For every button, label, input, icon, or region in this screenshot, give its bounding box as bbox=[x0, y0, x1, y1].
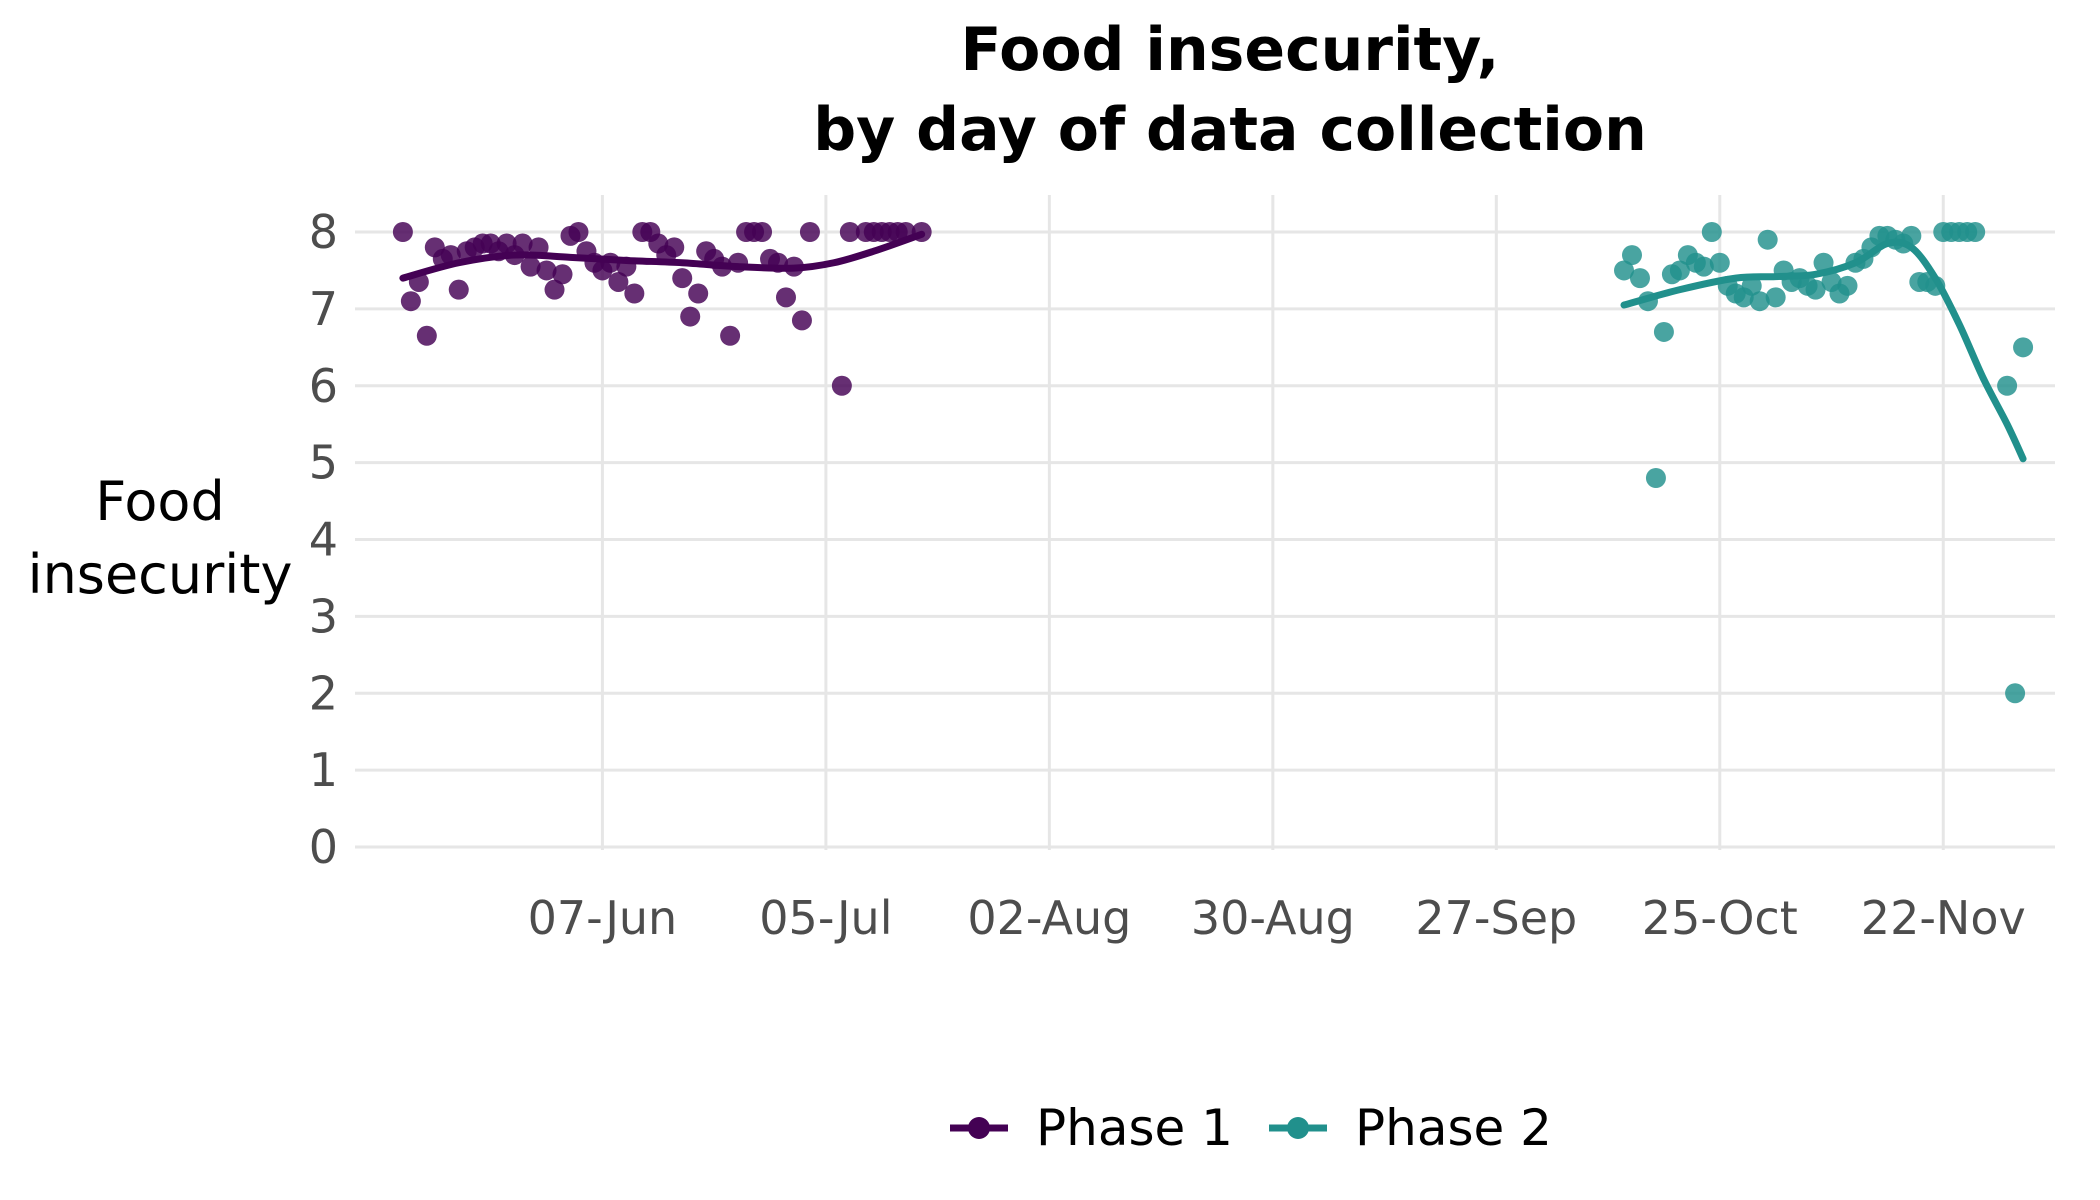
chart-title-line-1: Food insecurity, bbox=[961, 15, 1500, 85]
data-point bbox=[568, 222, 589, 242]
data-point bbox=[1765, 287, 1786, 308]
legend-label: Phase 1 bbox=[1036, 1099, 1233, 1157]
y-tick-label: 2 bbox=[309, 666, 338, 720]
data-point bbox=[664, 237, 685, 258]
y-axis-label-line-2: insecurity bbox=[28, 543, 293, 606]
data-point bbox=[831, 375, 852, 396]
data-point bbox=[1965, 222, 1986, 242]
data-point bbox=[1837, 275, 1858, 296]
x-tick-label: 07-Jun bbox=[528, 891, 678, 945]
data-point bbox=[1749, 291, 1770, 312]
data-point bbox=[416, 325, 437, 346]
series bbox=[392, 222, 2034, 704]
data-point bbox=[839, 222, 860, 242]
data-point bbox=[1813, 252, 1834, 273]
y-tick-label: 3 bbox=[309, 589, 338, 643]
data-point bbox=[688, 283, 709, 304]
y-tick-label: 1 bbox=[309, 743, 338, 797]
trend-line bbox=[1620, 238, 2027, 463]
data-point bbox=[512, 233, 533, 254]
data-point bbox=[1614, 260, 1635, 281]
y-axis-label-line-1: Food bbox=[95, 470, 225, 533]
series-1 bbox=[392, 222, 932, 396]
data-point bbox=[1621, 245, 1642, 266]
data-point bbox=[552, 264, 573, 285]
data-point bbox=[775, 287, 796, 308]
x-axis-ticks: 07-Jun 05-Jul 02-Aug 30-Aug 27-Sep 25-Oct 22-N… bbox=[528, 891, 2026, 945]
data-point bbox=[2013, 337, 2034, 358]
y-tick-label: 6 bbox=[309, 359, 338, 413]
legend-item-2: Phase 2 bbox=[1269, 1099, 1552, 1157]
data-point bbox=[608, 271, 629, 292]
legend-swatch-point bbox=[1287, 1117, 1309, 1139]
data-point bbox=[520, 256, 541, 277]
data-point bbox=[791, 310, 812, 331]
data-point bbox=[1701, 222, 1722, 242]
legend: Phase 1 Phase 2 bbox=[950, 1099, 1552, 1157]
legend-swatch-point bbox=[968, 1117, 990, 1139]
grid bbox=[355, 195, 2055, 850]
data-point bbox=[624, 283, 645, 304]
legend-label: Phase 2 bbox=[1355, 1099, 1552, 1157]
x-tick-label: 22-Nov bbox=[1861, 891, 2026, 945]
y-axis-label: Food insecurity bbox=[28, 470, 293, 606]
legend-item-1: Phase 1 bbox=[950, 1099, 1233, 1157]
y-tick-label: 0 bbox=[309, 820, 338, 874]
y-tick-label: 8 bbox=[309, 205, 338, 259]
data-point bbox=[752, 222, 773, 242]
data-point bbox=[1709, 252, 1730, 273]
data-point bbox=[1741, 275, 1762, 296]
data-point bbox=[1757, 229, 1778, 250]
data-point bbox=[1997, 375, 2018, 396]
data-point bbox=[720, 325, 741, 346]
chart-title: Food insecurity, by day of data collecti… bbox=[813, 15, 1647, 165]
data-point bbox=[1653, 321, 1674, 342]
data-point bbox=[1645, 468, 1666, 488]
data-point bbox=[672, 268, 693, 289]
data-point bbox=[1629, 268, 1650, 289]
y-tick-label: 7 bbox=[309, 282, 338, 336]
data-point bbox=[544, 279, 565, 300]
y-axis-ticks: 0 1 2 3 4 5 6 7 8 bbox=[309, 205, 338, 874]
x-tick-label: 05-Jul bbox=[759, 891, 892, 945]
data-point bbox=[1693, 256, 1714, 277]
x-tick-label: 27-Sep bbox=[1415, 891, 1577, 945]
y-tick-label: 4 bbox=[309, 513, 338, 567]
data-point bbox=[1805, 279, 1826, 300]
x-tick-label: 02-Aug bbox=[967, 891, 1131, 945]
data-point bbox=[2005, 683, 2026, 704]
data-point bbox=[680, 306, 701, 327]
data-point bbox=[392, 222, 413, 242]
x-tick-label: 25-Oct bbox=[1642, 891, 1798, 945]
x-tick-label: 30-Aug bbox=[1191, 891, 1355, 945]
data-point bbox=[799, 222, 820, 242]
data-point bbox=[1669, 260, 1690, 281]
data-point bbox=[400, 291, 421, 312]
chart-title-line-2: by day of data collection bbox=[813, 95, 1647, 165]
y-tick-label: 5 bbox=[309, 436, 338, 490]
series-2 bbox=[1614, 222, 2034, 704]
data-point bbox=[536, 260, 557, 281]
data-point bbox=[448, 279, 469, 300]
trend-line bbox=[399, 230, 926, 282]
